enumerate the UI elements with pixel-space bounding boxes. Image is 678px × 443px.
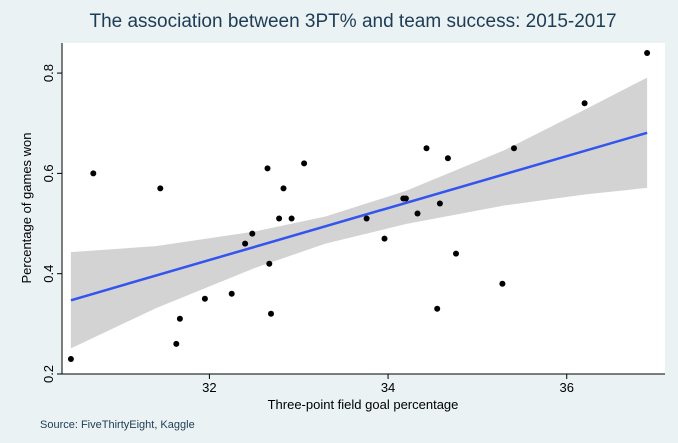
x-axis-title: Three-point field goal percentage <box>268 397 459 412</box>
data-point-24 <box>436 200 443 207</box>
data-point-30 <box>644 50 651 56</box>
chart-title: The association between 3PT% and team su… <box>89 11 616 32</box>
data-point-28 <box>511 145 517 152</box>
axes-layer <box>61 43 665 375</box>
y-axis-title: Percentage of games won <box>19 132 34 283</box>
y-tick-label-0.6: 0.6 <box>41 164 56 182</box>
x-ticks-layer: 32 34 36 <box>202 374 574 395</box>
data-point-11 <box>266 260 273 267</box>
data-point-18 <box>381 235 388 242</box>
data-point-6 <box>201 295 208 302</box>
data-point-16 <box>301 160 308 167</box>
data-point-5 <box>176 315 183 322</box>
data-point-14 <box>280 185 287 192</box>
x-tick-label-32: 32 <box>202 380 216 395</box>
confidence-band-layer <box>70 77 648 349</box>
y-tick-label-0.2: 0.2 <box>41 365 56 383</box>
data-point-9 <box>249 230 256 237</box>
fit-line-layer <box>70 131 648 302</box>
data-point-4 <box>173 340 180 347</box>
data-point-25 <box>444 155 451 162</box>
y-tick-label-0.8: 0.8 <box>41 64 56 82</box>
data-point-15 <box>288 215 295 222</box>
data-point-8 <box>242 240 249 247</box>
data-point-2 <box>90 170 97 177</box>
data-point-1 <box>67 356 74 362</box>
data-point-17 <box>363 215 370 222</box>
x-tick-label-34: 34 <box>381 380 395 395</box>
data-point-29 <box>581 100 588 107</box>
data-point-22 <box>423 145 430 152</box>
y-tick-label-0.4: 0.4 <box>41 265 56 283</box>
data-point-26 <box>453 250 459 257</box>
data-points-layer <box>67 50 651 362</box>
data-point-7 <box>228 290 235 297</box>
data-point-21 <box>414 210 421 217</box>
data-point-12 <box>268 310 274 317</box>
confidence-band <box>70 77 648 349</box>
fit-line <box>70 131 648 302</box>
data-point-27 <box>499 280 506 287</box>
x-tick-label-36: 36 <box>559 380 573 395</box>
data-point-20 <box>402 195 409 202</box>
source-note: Source: FiveThirtyEight, Kaggle <box>40 419 195 431</box>
data-point-13 <box>276 215 283 222</box>
data-point-10 <box>264 165 271 172</box>
y-ticks-layer: 0.2 0.4 0.6 0.8 <box>41 64 62 383</box>
data-point-3 <box>157 185 164 192</box>
data-point-23 <box>434 305 441 312</box>
